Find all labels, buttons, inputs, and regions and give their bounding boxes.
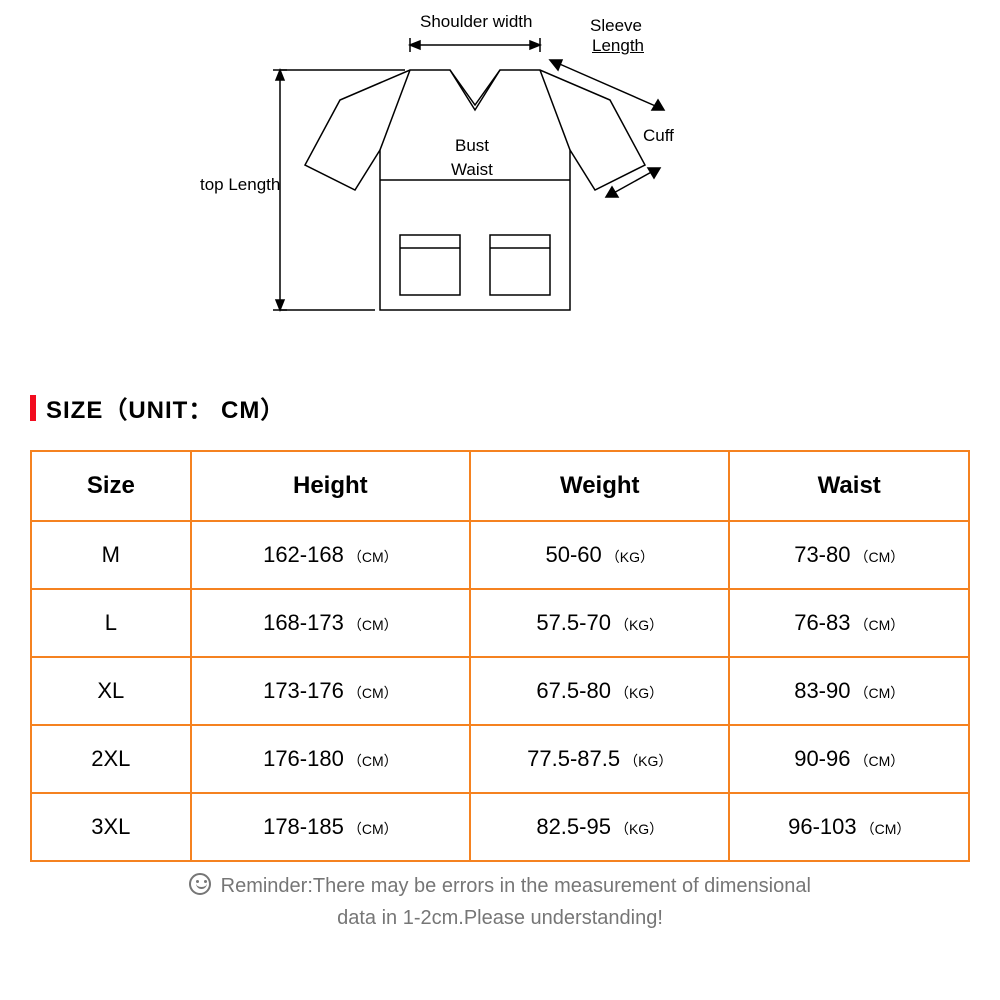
table-row: 3XL178-185（CM）82.5-95（KG）96-103（CM） [31,793,969,861]
table-row: L168-173（CM）57.5-70（KG）76-83（CM） [31,589,969,657]
table-row: XL173-176（CM）67.5-80（KG）83-90（CM） [31,657,969,725]
table-row: M162-168（CM）50-60（KG）73-80（CM） [31,521,969,589]
cell-size: M [31,521,191,589]
reminder-line2: data in 1-2cm.Please understanding! [337,907,663,929]
size-title-bar: SIZE（UNIT： CM） [30,390,285,425]
cell-weight: 82.5-95（KG） [470,793,729,861]
label-top-length: top Length [200,175,280,195]
label-bust: Bust [455,136,489,156]
col-header-height: Height [191,451,470,521]
garment-diagram: Shoulder width Sleeve Length Cuff Bust W… [250,10,750,340]
table-header-row: Size Height Weight Waist [31,451,969,521]
table-row: 2XL176-180（CM）77.5-87.5（KG）90-96（CM） [31,725,969,793]
cell-size: 2XL [31,725,191,793]
reminder-line1: Reminder:There may be errors in the meas… [221,875,811,897]
label-sleeve-2: Length [592,36,644,56]
cell-weight: 57.5-70（KG） [470,589,729,657]
cell-waist: 90-96（CM） [729,725,969,793]
cell-size: L [31,589,191,657]
cell-height: 168-173（CM） [191,589,470,657]
cell-weight: 67.5-80（KG） [470,657,729,725]
cell-size: XL [31,657,191,725]
size-title-text: SIZE（UNIT： CM） [46,390,285,425]
cell-waist: 96-103（CM） [729,793,969,861]
cell-height: 173-176（CM） [191,657,470,725]
cell-waist: 83-90（CM） [729,657,969,725]
col-header-weight: Weight [470,451,729,521]
cell-height: 162-168（CM） [191,521,470,589]
col-header-waist: Waist [729,451,969,521]
cell-weight: 77.5-87.5（KG） [470,725,729,793]
label-sleeve-1: Sleeve [590,16,642,36]
title-accent [30,395,36,421]
label-waist: Waist [451,160,493,180]
label-shoulder-width: Shoulder width [420,12,532,32]
table-body: M162-168（CM）50-60（KG）73-80（CM）L168-173（C… [31,521,969,861]
cell-height: 178-185（CM） [191,793,470,861]
cell-weight: 50-60（KG） [470,521,729,589]
label-cuff: Cuff [643,126,674,146]
cell-waist: 76-83（CM） [729,589,969,657]
col-header-size: Size [31,451,191,521]
smiley-icon [189,873,211,895]
reminder-text: Reminder:There may be errors in the meas… [0,870,1000,934]
cell-height: 176-180（CM） [191,725,470,793]
size-table: Size Height Weight Waist M162-168（CM）50-… [30,450,970,862]
cell-size: 3XL [31,793,191,861]
cell-waist: 73-80（CM） [729,521,969,589]
garment-svg [250,10,750,340]
